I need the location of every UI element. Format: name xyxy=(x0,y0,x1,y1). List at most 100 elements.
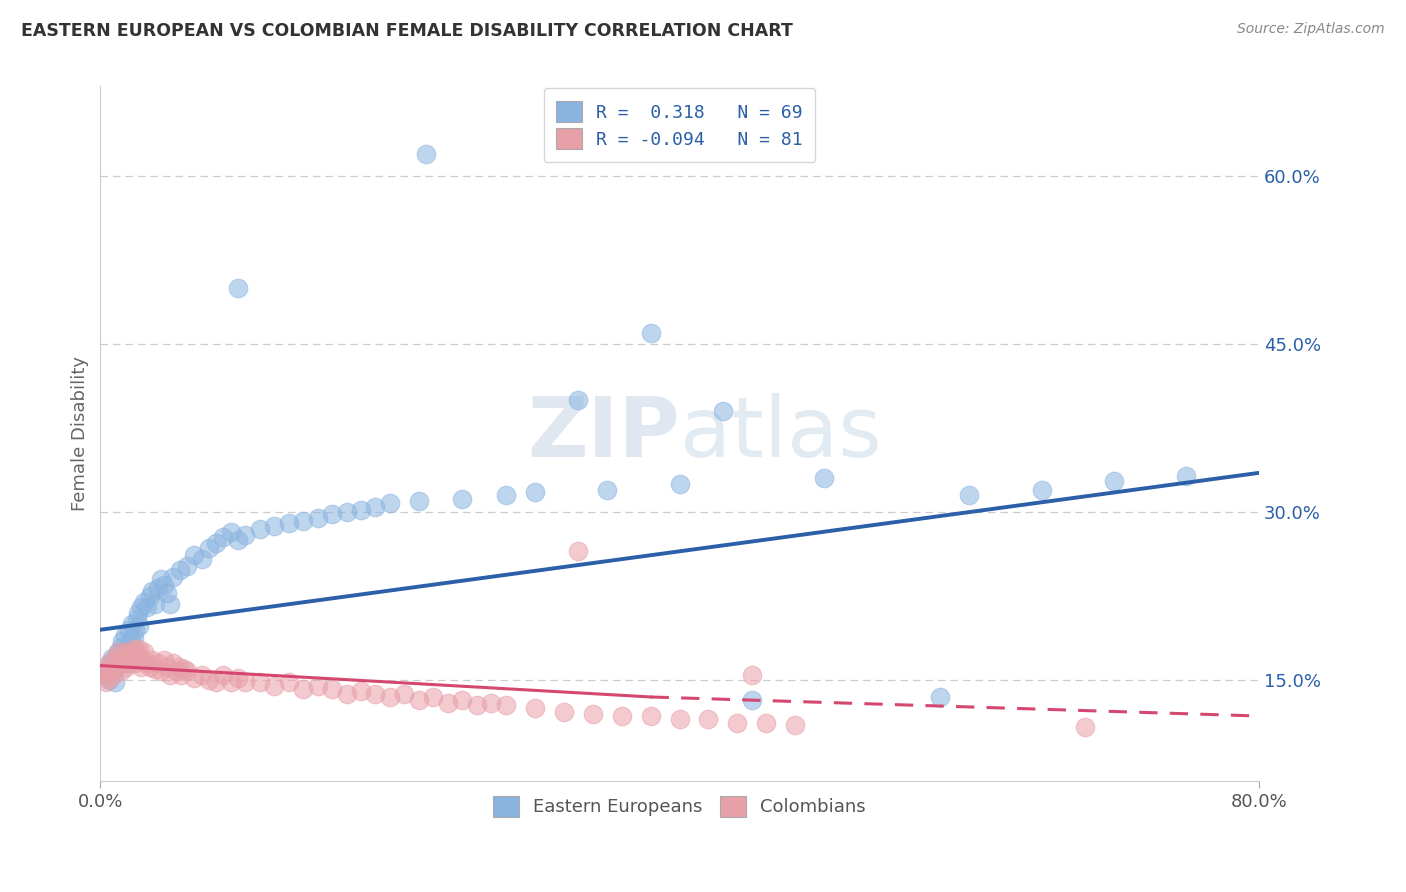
Point xyxy=(176,664,198,678)
Point xyxy=(114,628,136,642)
Point xyxy=(451,693,474,707)
Point xyxy=(105,659,128,673)
Point xyxy=(98,673,121,688)
Point xyxy=(553,705,575,719)
Point xyxy=(150,572,173,586)
Point xyxy=(350,503,373,517)
Point xyxy=(159,597,181,611)
Point xyxy=(1074,720,1097,734)
Point xyxy=(378,690,401,704)
Point xyxy=(929,690,952,704)
Point xyxy=(97,671,120,685)
Point xyxy=(437,696,460,710)
Point xyxy=(121,648,143,663)
Point xyxy=(112,657,135,671)
Point xyxy=(153,653,176,667)
Point xyxy=(479,696,502,710)
Point xyxy=(125,611,148,625)
Point xyxy=(415,146,437,161)
Point xyxy=(127,606,149,620)
Point xyxy=(233,527,256,541)
Point xyxy=(523,701,546,715)
Point xyxy=(115,659,138,673)
Point xyxy=(567,544,589,558)
Point xyxy=(364,500,387,514)
Point xyxy=(350,684,373,698)
Y-axis label: Female Disability: Female Disability xyxy=(72,356,89,511)
Point xyxy=(567,393,589,408)
Point xyxy=(408,494,430,508)
Point xyxy=(292,514,315,528)
Point xyxy=(697,712,720,726)
Point xyxy=(91,667,114,681)
Point xyxy=(128,641,150,656)
Point xyxy=(118,645,141,659)
Point xyxy=(378,496,401,510)
Point xyxy=(226,281,249,295)
Point xyxy=(101,650,124,665)
Point xyxy=(93,667,115,681)
Point xyxy=(335,687,357,701)
Point xyxy=(957,488,980,502)
Point xyxy=(277,516,299,531)
Point xyxy=(125,645,148,659)
Point xyxy=(263,518,285,533)
Point xyxy=(132,595,155,609)
Point xyxy=(741,667,763,681)
Point xyxy=(249,675,271,690)
Point xyxy=(205,536,228,550)
Point xyxy=(94,675,117,690)
Point xyxy=(364,687,387,701)
Point xyxy=(101,659,124,673)
Point xyxy=(277,675,299,690)
Point xyxy=(107,645,129,659)
Point xyxy=(249,522,271,536)
Point xyxy=(100,664,122,678)
Point xyxy=(127,650,149,665)
Point xyxy=(114,645,136,659)
Point xyxy=(150,664,173,678)
Point xyxy=(131,653,153,667)
Point xyxy=(121,617,143,632)
Point xyxy=(813,471,835,485)
Point xyxy=(110,640,132,654)
Point xyxy=(307,510,329,524)
Point xyxy=(321,508,343,522)
Point xyxy=(108,653,131,667)
Point xyxy=(422,690,444,704)
Point xyxy=(176,558,198,573)
Point xyxy=(755,715,778,730)
Text: EASTERN EUROPEAN VS COLOMBIAN FEMALE DISABILITY CORRELATION CHART: EASTERN EUROPEAN VS COLOMBIAN FEMALE DIS… xyxy=(21,22,793,40)
Point xyxy=(495,698,517,712)
Point xyxy=(495,488,517,502)
Point xyxy=(727,715,749,730)
Point xyxy=(394,687,416,701)
Point xyxy=(190,667,212,681)
Point xyxy=(111,648,134,663)
Point xyxy=(1102,474,1125,488)
Point xyxy=(112,645,135,659)
Point xyxy=(198,541,221,555)
Point xyxy=(162,570,184,584)
Point xyxy=(110,664,132,678)
Point xyxy=(138,659,160,673)
Point xyxy=(610,709,633,723)
Text: atlas: atlas xyxy=(679,393,882,475)
Point xyxy=(120,657,142,671)
Point xyxy=(226,533,249,548)
Point xyxy=(135,600,157,615)
Point xyxy=(741,693,763,707)
Point xyxy=(129,659,152,673)
Point xyxy=(451,491,474,506)
Text: ZIP: ZIP xyxy=(527,393,679,475)
Point xyxy=(785,718,807,732)
Point xyxy=(596,483,619,497)
Point xyxy=(104,650,127,665)
Point xyxy=(170,667,193,681)
Point xyxy=(111,634,134,648)
Point xyxy=(97,662,120,676)
Point xyxy=(104,675,127,690)
Point xyxy=(212,667,235,681)
Point xyxy=(107,645,129,659)
Point xyxy=(711,404,734,418)
